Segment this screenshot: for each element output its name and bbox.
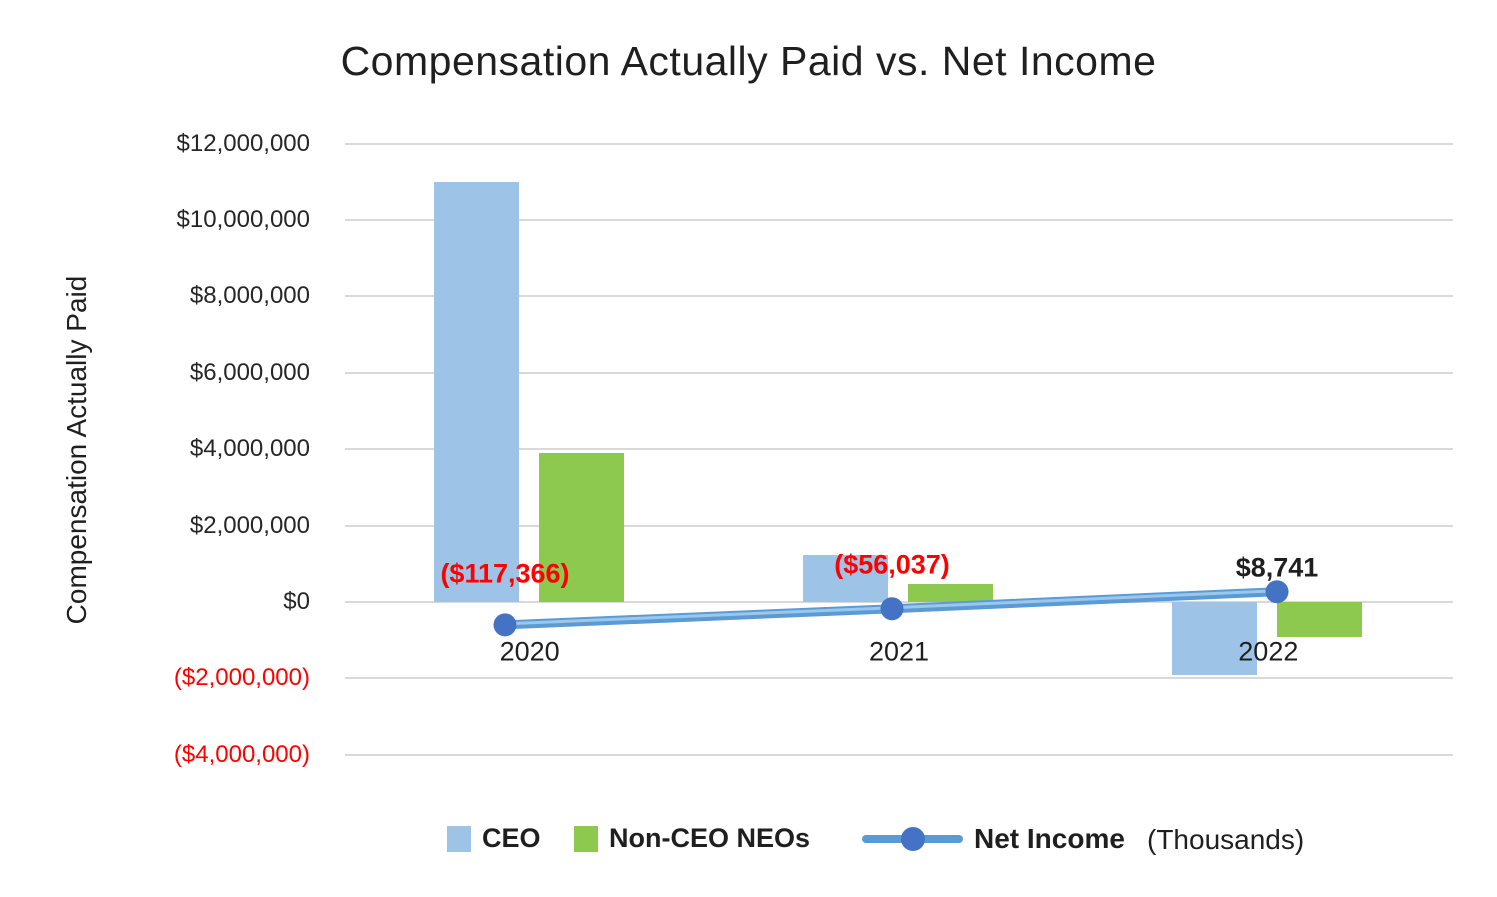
gridline (345, 371, 1453, 374)
gridline (345, 524, 1453, 527)
legend-units-annotation: (Thousands) (1147, 824, 1304, 856)
legend-label-net-income: Net Income (974, 823, 1125, 854)
x-axis-label-2022: 2022 (1238, 636, 1299, 667)
gridline (345, 753, 1453, 756)
y-axis-tick-label: $0 (283, 588, 310, 615)
gridline (345, 677, 1453, 680)
net-income-data-label-2022: $8,741 (1235, 552, 1319, 583)
gridline (345, 295, 1453, 298)
y-axis-tick-label: $4,000,000 (189, 435, 310, 463)
bar-non-ceo-neos-2022 (1277, 602, 1363, 638)
gridline (345, 448, 1453, 451)
y-axis-tick-label: $6,000,000 (189, 358, 310, 386)
bar-ceo-2020 (433, 181, 519, 602)
y-axis-tick-label: $12,000,000 (176, 129, 310, 157)
non-ceo-neos-swatch-icon (574, 825, 598, 852)
chart-title: Compensation Actually Paid vs. Net Incom… (340, 38, 1157, 84)
net-income-data-label-2021: ($56,037) (834, 549, 950, 580)
bar-ceo-2021 (803, 555, 888, 602)
y-axis-tick-label: $10,000,000 (176, 206, 310, 233)
bar-non-ceo-neos-2021 (908, 584, 993, 602)
y-axis-tick-label: ($2,000,000) (173, 664, 310, 692)
gridline (345, 219, 1453, 221)
legend-annotation-thousands: (Thousands) (1147, 824, 1305, 855)
legend: CEO Non-CEO NEOs Net Income (Thousands) (0, 812, 1497, 862)
bar-non-ceo-neos-2020 (538, 453, 624, 602)
x-axis-label-2021: 2021 (868, 636, 930, 667)
legend-label-non-ceo-neos: Non-CEO NEOs (609, 823, 811, 853)
net-income-marker-2020 (493, 613, 517, 637)
legend-item-ceo: CEO (447, 823, 541, 854)
x-axis-label-2020: 2020 (499, 636, 560, 667)
y-axis-tick-label: $8,000,000 (189, 282, 310, 310)
y-axis-tick-label: $2,000,000 (189, 511, 310, 539)
legend-label-ceo: CEO (482, 823, 541, 853)
gridline (345, 142, 1453, 145)
ceo-swatch-icon (447, 825, 471, 852)
legend-item-net-income: Net Income (862, 823, 1125, 855)
net-income-line-marker-icon (862, 826, 963, 852)
net-income-marker-2021 (880, 597, 904, 621)
legend-item-non-ceo-neos: Non-CEO NEOs (574, 823, 810, 854)
y-axis-tick-label: ($4,000,000) (173, 740, 310, 768)
net-income-marker-2022 (1265, 580, 1289, 604)
bar-ceo-2022 (1172, 602, 1258, 675)
net-income-data-label-2020: ($117,366) (440, 558, 570, 589)
